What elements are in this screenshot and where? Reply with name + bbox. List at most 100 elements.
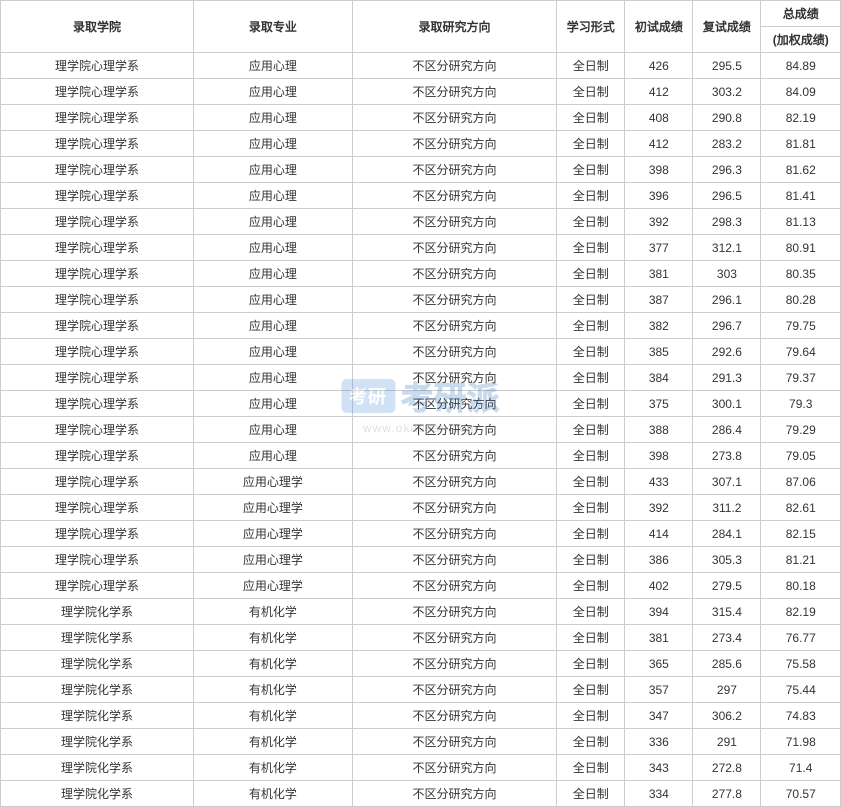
cell-total: 76.77	[761, 625, 841, 651]
cell-total: 84.09	[761, 79, 841, 105]
cell-score1: 398	[625, 157, 693, 183]
cell-school: 理学院心理学系	[1, 53, 194, 79]
cell-direction: 不区分研究方向	[352, 677, 556, 703]
cell-mode: 全日制	[557, 521, 625, 547]
cell-direction: 不区分研究方向	[352, 521, 556, 547]
cell-direction: 不区分研究方向	[352, 235, 556, 261]
cell-total: 81.81	[761, 131, 841, 157]
cell-direction: 不区分研究方向	[352, 781, 556, 807]
table-row: 理学院心理学系应用心理不区分研究方向全日制385292.679.64	[1, 339, 841, 365]
header-score2: 复试成绩	[693, 1, 761, 53]
cell-total: 79.64	[761, 339, 841, 365]
cell-major: 有机化学	[193, 677, 352, 703]
cell-major: 应用心理	[193, 53, 352, 79]
cell-mode: 全日制	[557, 53, 625, 79]
cell-mode: 全日制	[557, 235, 625, 261]
table-row: 理学院化学系有机化学不区分研究方向全日制33629171.98	[1, 729, 841, 755]
cell-major: 应用心理	[193, 209, 352, 235]
cell-score1: 392	[625, 209, 693, 235]
cell-score2: 296.7	[693, 313, 761, 339]
table-row: 理学院心理学系应用心理学不区分研究方向全日制402279.580.18	[1, 573, 841, 599]
cell-school: 理学院化学系	[1, 755, 194, 781]
cell-school: 理学院化学系	[1, 625, 194, 651]
cell-school: 理学院化学系	[1, 781, 194, 807]
cell-score2: 307.1	[693, 469, 761, 495]
cell-score2: 291.3	[693, 365, 761, 391]
cell-score1: 381	[625, 261, 693, 287]
cell-total: 81.21	[761, 547, 841, 573]
cell-total: 80.91	[761, 235, 841, 261]
cell-score2: 303	[693, 261, 761, 287]
cell-score2: 303.2	[693, 79, 761, 105]
cell-score1: 398	[625, 443, 693, 469]
table-row: 理学院化学系有机化学不区分研究方向全日制343272.871.4	[1, 755, 841, 781]
cell-score1: 365	[625, 651, 693, 677]
cell-school: 理学院心理学系	[1, 469, 194, 495]
cell-score2: 315.4	[693, 599, 761, 625]
cell-direction: 不区分研究方向	[352, 131, 556, 157]
cell-score2: 273.8	[693, 443, 761, 469]
cell-school: 理学院心理学系	[1, 313, 194, 339]
cell-mode: 全日制	[557, 703, 625, 729]
cell-major: 应用心理	[193, 157, 352, 183]
table-row: 理学院心理学系应用心理不区分研究方向全日制396296.581.41	[1, 183, 841, 209]
cell-major: 应用心理	[193, 105, 352, 131]
cell-major: 应用心理	[193, 79, 352, 105]
cell-total: 82.19	[761, 599, 841, 625]
cell-direction: 不区分研究方向	[352, 53, 556, 79]
table-row: 理学院心理学系应用心理不区分研究方向全日制412283.281.81	[1, 131, 841, 157]
cell-major: 应用心理	[193, 417, 352, 443]
cell-score2: 300.1	[693, 391, 761, 417]
cell-school: 理学院心理学系	[1, 417, 194, 443]
cell-direction: 不区分研究方向	[352, 703, 556, 729]
cell-school: 理学院心理学系	[1, 573, 194, 599]
cell-score1: 414	[625, 521, 693, 547]
cell-direction: 不区分研究方向	[352, 157, 556, 183]
cell-score1: 408	[625, 105, 693, 131]
cell-score2: 292.6	[693, 339, 761, 365]
cell-total: 87.06	[761, 469, 841, 495]
cell-mode: 全日制	[557, 729, 625, 755]
cell-score2: 297	[693, 677, 761, 703]
cell-major: 应用心理	[193, 365, 352, 391]
cell-mode: 全日制	[557, 131, 625, 157]
cell-mode: 全日制	[557, 365, 625, 391]
cell-score2: 296.5	[693, 183, 761, 209]
cell-score1: 381	[625, 625, 693, 651]
cell-score2: 296.1	[693, 287, 761, 313]
table-body: 理学院心理学系应用心理不区分研究方向全日制426295.584.89理学院心理学…	[1, 53, 841, 807]
cell-direction: 不区分研究方向	[352, 651, 556, 677]
cell-total: 75.58	[761, 651, 841, 677]
header-direction: 录取研究方向	[352, 1, 556, 53]
cell-score1: 377	[625, 235, 693, 261]
cell-total: 82.61	[761, 495, 841, 521]
cell-total: 82.15	[761, 521, 841, 547]
cell-score1: 412	[625, 131, 693, 157]
cell-score1: 412	[625, 79, 693, 105]
cell-score1: 375	[625, 391, 693, 417]
cell-major: 应用心理	[193, 339, 352, 365]
cell-mode: 全日制	[557, 625, 625, 651]
cell-total: 81.13	[761, 209, 841, 235]
cell-total: 79.29	[761, 417, 841, 443]
cell-major: 有机化学	[193, 599, 352, 625]
cell-mode: 全日制	[557, 755, 625, 781]
cell-direction: 不区分研究方向	[352, 79, 556, 105]
cell-mode: 全日制	[557, 105, 625, 131]
cell-major: 有机化学	[193, 651, 352, 677]
cell-direction: 不区分研究方向	[352, 105, 556, 131]
table-row: 理学院化学系有机化学不区分研究方向全日制365285.675.58	[1, 651, 841, 677]
cell-direction: 不区分研究方向	[352, 287, 556, 313]
cell-direction: 不区分研究方向	[352, 547, 556, 573]
cell-score1: 336	[625, 729, 693, 755]
cell-mode: 全日制	[557, 287, 625, 313]
cell-school: 理学院心理学系	[1, 495, 194, 521]
cell-score1: 388	[625, 417, 693, 443]
cell-total: 81.62	[761, 157, 841, 183]
cell-major: 应用心理	[193, 313, 352, 339]
table-row: 理学院心理学系应用心理学不区分研究方向全日制414284.182.15	[1, 521, 841, 547]
cell-mode: 全日制	[557, 79, 625, 105]
cell-score2: 312.1	[693, 235, 761, 261]
admission-table-wrapper: 录取学院 录取专业 录取研究方向 学习形式 初试成绩 复试成绩 总成绩 (加权成…	[0, 0, 841, 807]
cell-score2: 284.1	[693, 521, 761, 547]
